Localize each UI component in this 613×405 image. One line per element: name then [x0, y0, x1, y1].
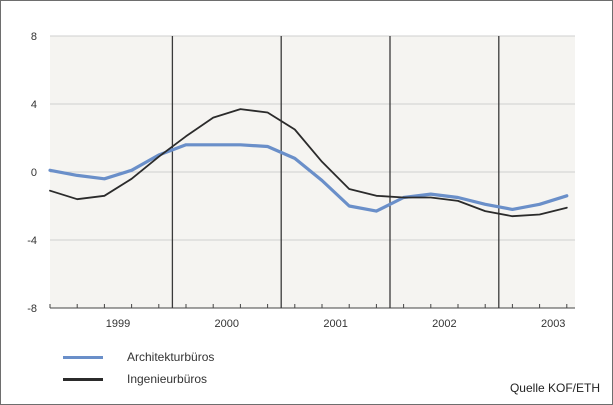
y-tick-label: -4: [27, 235, 37, 247]
y-axis-tick-labels: 8 4 0 -4 -8: [27, 31, 37, 315]
legend-label: Architekturbüros: [127, 350, 215, 364]
x-axis-tick-marks: [49, 304, 568, 308]
series-lines: [48, 108, 569, 218]
legend: Architekturbüros Ingenieurbüros: [63, 346, 214, 390]
x-year-label: 2002: [432, 318, 456, 330]
y-tick-label: 8: [31, 31, 37, 43]
y-tick-label: -8: [27, 303, 37, 315]
x-year-label: 2000: [215, 318, 239, 330]
y-tick-label: 4: [31, 99, 37, 111]
year-dividers: [171, 36, 500, 308]
x-year-label: 2001: [323, 318, 347, 330]
x-year-label: 2003: [541, 318, 565, 330]
legend-swatch-blue: [63, 355, 103, 359]
legend-label: Ingenieurbüros: [127, 372, 208, 386]
line-chart: 8 4 0 -4 -8 1999 2000 2001 2002 2003: [27, 31, 575, 330]
legend-item-architekturbueros: Architekturbüros: [63, 346, 214, 368]
x-year-label: 1999: [106, 318, 130, 330]
legend-swatch-black: [63, 377, 103, 381]
series-line-architekturbueros: [48, 143, 569, 213]
legend-item-ingenieurbueros: Ingenieurbüros: [63, 368, 214, 390]
series-line-ingenieurbueros: [49, 108, 568, 218]
x-axis-year-labels: 1999 2000 2001 2002 2003: [106, 318, 566, 330]
y-tick-label: 0: [31, 167, 37, 179]
source-note: Quelle KOF/ETH: [509, 381, 600, 395]
